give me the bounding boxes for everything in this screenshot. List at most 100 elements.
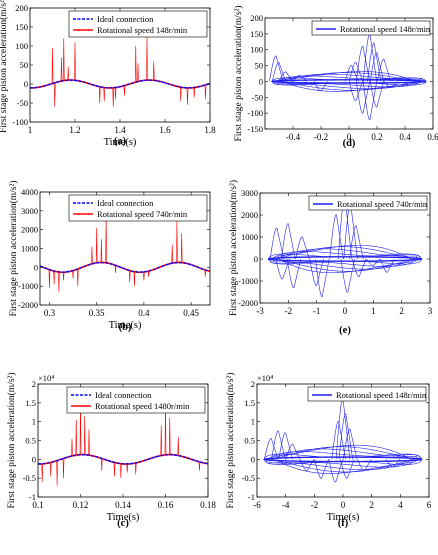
orbit-excursion-e-3 <box>309 258 324 286</box>
orbit-excursion-e-4 <box>315 258 330 297</box>
orbit-loop-e-1 <box>270 251 420 267</box>
spike-c-13 <box>134 462 137 475</box>
y-tick-label-f-5: 1.5 <box>244 398 255 408</box>
orbit-loop-d-1 <box>274 75 424 88</box>
y-tick-label-e-2: 0 <box>254 254 258 264</box>
orbit-excursion-e-14 <box>380 258 395 273</box>
x-tick-label-e-1: -2 <box>285 306 293 316</box>
orbit-excursion-f-1 <box>271 430 286 460</box>
y-tick-label-d-5: 100 <box>250 45 263 55</box>
spike-c-7 <box>83 416 86 455</box>
spike-a-9 <box>114 87 117 100</box>
x-tick-label-e-4: 1 <box>371 306 376 316</box>
spike-c-14 <box>160 425 163 456</box>
spike-c-10 <box>113 462 116 477</box>
y-tick-label-a-5: 150 <box>15 22 28 32</box>
y-tick-label-d-1: -100 <box>247 108 263 118</box>
spike-b-2 <box>58 271 60 292</box>
spike-b-7 <box>95 227 98 263</box>
plot-area-c <box>38 397 208 486</box>
y-tick-label-b-4: 2000 <box>21 225 38 235</box>
orbit-excursion-e-10 <box>286 258 302 289</box>
spike-a-0 <box>51 47 54 84</box>
series-rotational-c <box>38 453 208 465</box>
x-tick-label-e-6: 3 <box>428 306 433 316</box>
plot-area-b <box>40 214 210 292</box>
x-tick-label-d-3: 0.2 <box>371 132 382 142</box>
spike-b-5 <box>76 268 79 287</box>
spike-a-4 <box>67 66 70 81</box>
caption-c: (c) <box>117 518 129 529</box>
y-axis-label-d: First stage piston acceleration(m/s²) <box>233 5 244 141</box>
caption-d: (d) <box>343 138 356 149</box>
y-tick-label-e-4: 2000 <box>241 210 258 220</box>
orbit-excursion-d-16 <box>314 81 328 92</box>
spike-a-11 <box>134 45 137 83</box>
orbit-loop-f-3 <box>270 446 415 473</box>
orbit-excursion-e-11 <box>340 258 355 293</box>
orbit-excursion-e-12 <box>352 258 367 278</box>
y-tick-label-b-6: 4000 <box>21 187 38 197</box>
y-tick-label-b-1: -1000 <box>18 281 38 291</box>
y-tick-label-c-6: 2 <box>32 379 36 389</box>
legend-d: Rotational speed 148r/min <box>311 20 431 36</box>
y-axis-label-e: First stage piston acceleration(m/s²) <box>228 180 239 316</box>
y-axis-label-f: First stage piston acceleration(m/s²) <box>225 372 236 508</box>
orbit-loop-f-4 <box>273 444 413 474</box>
spike-b-1 <box>53 270 55 285</box>
y-tick-label-b-3: 1000 <box>21 244 38 254</box>
spike-c-18 <box>198 461 201 471</box>
orbit-excursion-f-9 <box>314 459 329 479</box>
spike-c-11 <box>120 463 122 479</box>
spike-a-7 <box>103 87 106 102</box>
spike-c-9 <box>100 458 103 471</box>
y-axis-label-a: First stage piston acceleration(m/s²) <box>0 0 9 133</box>
orbit-excursion-f-11 <box>340 459 355 479</box>
y-tick-label-c-4: 1 <box>32 417 36 427</box>
spike-c-4 <box>71 438 73 457</box>
x-axis-label-f: Time(s) <box>327 512 360 523</box>
spike-b-18 <box>204 269 207 277</box>
spike-b-8 <box>100 239 103 263</box>
plot-area-e <box>267 196 423 297</box>
x-tick-label-f-1: -4 <box>282 500 290 510</box>
x-tick-label-b-2: 0.4 <box>138 308 150 318</box>
spike-a-10 <box>123 85 126 96</box>
orbit-excursion-f-12 <box>357 459 372 472</box>
spike-a-16 <box>186 87 189 105</box>
x-axis-label-a: Time(s) <box>104 137 137 148</box>
orbit-excursion-d-1 <box>271 61 287 82</box>
orbit-loop-d-4 <box>280 71 418 92</box>
orbit-excursion-f-3 <box>285 443 300 460</box>
orbit-loop-e-4 <box>277 244 413 274</box>
orbit-loop-e-2 <box>272 248 418 270</box>
legend-entry-c-0: Ideal connection <box>95 390 152 400</box>
x-tick-label-a-2: 1.4 <box>114 125 126 135</box>
orbit-excursion-f-4 <box>331 421 346 460</box>
legend-entry-f-0: Rotational speed 148r/min <box>336 390 427 400</box>
orbit-excursion-e-5 <box>329 214 344 260</box>
y-tick-label-d-0: -150 <box>247 124 263 134</box>
x-tick-label-a-4: 1.8 <box>204 125 216 135</box>
y-tick-label-f-3: 0.5 <box>244 436 255 446</box>
spike-a-3 <box>62 38 65 81</box>
legend-box-d <box>311 20 431 36</box>
spike-c-5 <box>75 419 78 456</box>
orbit-loop-d-2 <box>276 73 422 90</box>
orbit-excursion-d-10 <box>376 58 392 82</box>
legend-e: Rotational speed 740r/min <box>308 195 428 211</box>
spike-b-11 <box>128 270 131 283</box>
orbit-excursion-e-9 <box>275 258 290 280</box>
spike-b-15 <box>171 244 174 264</box>
spike-b-4 <box>72 270 74 279</box>
x-tick-label-c-1: 0.12 <box>73 500 89 510</box>
spike-c-16 <box>168 417 171 455</box>
x-tick-label-a-0: 1 <box>28 125 33 135</box>
x-tick-label-c-3: 0.16 <box>158 500 174 510</box>
x-tick-label-c-0: 0.1 <box>32 500 43 510</box>
orbit-excursion-d-4 <box>344 65 359 82</box>
orbit-excursion-e-8 <box>349 225 364 260</box>
